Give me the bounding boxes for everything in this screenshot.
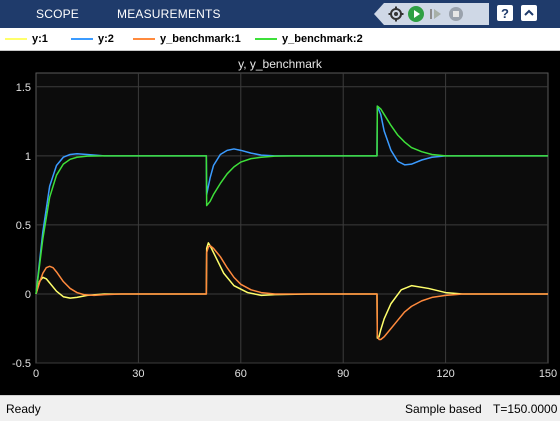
status-time: T=150.0000 — [493, 402, 558, 416]
legend-swatch — [5, 38, 27, 40]
x-tick-label: 120 — [436, 368, 454, 380]
legend-swatch — [255, 38, 277, 40]
stop-icon[interactable] — [446, 4, 466, 24]
legend-swatch — [71, 38, 93, 40]
y-tick-label: 1 — [25, 151, 31, 163]
series-line-2 — [35, 105, 548, 295]
legend-item-y2[interactable]: y:2 — [71, 28, 114, 50]
legend-label: y_benchmark:1 — [160, 33, 241, 45]
help-area: ? — [496, 4, 538, 27]
quick-access-bar — [374, 3, 489, 25]
run-icon[interactable] — [406, 4, 426, 24]
y-tick-label: 1.5 — [16, 82, 31, 94]
help-icon[interactable]: ? — [496, 4, 514, 27]
status-state: Ready — [6, 402, 41, 416]
toolstrip: SCOPE MEASUREMENTS — [0, 0, 560, 28]
plot-area[interactable]: y, y_benchmark 0 30 60 90 120 150 -0.5 0 0.5 1 1.5 — [0, 51, 560, 395]
x-tick-label: 0 — [33, 368, 39, 380]
step-forward-icon[interactable] — [426, 4, 446, 24]
tab-measurements[interactable]: MEASUREMENTS — [117, 7, 221, 21]
x-tick-label: 90 — [337, 368, 349, 380]
expand-icon[interactable] — [520, 4, 538, 27]
legend-label: y_benchmark:2 — [282, 33, 363, 45]
legend-label: y:1 — [32, 33, 48, 45]
x-tick-label: 150 — [539, 368, 557, 380]
status-mode: Sample based — [405, 402, 482, 416]
x-tick-label: 30 — [132, 368, 144, 380]
status-bar: Ready Sample based T=150.0000 — [0, 395, 560, 421]
legend-swatch — [133, 38, 155, 40]
legend-item-y1[interactable]: y:1 — [5, 28, 48, 50]
tab-scope[interactable]: SCOPE — [36, 7, 80, 21]
axes-title: y, y_benchmark — [238, 57, 322, 71]
legend: y:1 y:2 y_benchmark:1 y_benchmark:2 — [0, 28, 560, 51]
series-line-3 — [35, 244, 548, 341]
legend-item-ybench2[interactable]: y_benchmark:2 — [255, 28, 363, 50]
line-chart[interactable]: 0 30 60 90 120 150-0.500.511.5 — [0, 51, 560, 395]
x-tick-label: 60 — [235, 368, 247, 380]
svg-text:?: ? — [501, 6, 509, 21]
y-tick-label: 0 — [25, 289, 31, 301]
y-tick-label: 0.5 — [16, 220, 31, 232]
settings-gear-icon[interactable] — [386, 4, 406, 24]
series-line-4 — [35, 105, 548, 295]
axes-box — [35, 72, 549, 364]
y-tick-label: -0.5 — [12, 358, 31, 370]
legend-item-ybench1[interactable]: y_benchmark:1 — [133, 28, 241, 50]
series-line-1 — [35, 242, 548, 339]
legend-label: y:2 — [98, 33, 114, 45]
